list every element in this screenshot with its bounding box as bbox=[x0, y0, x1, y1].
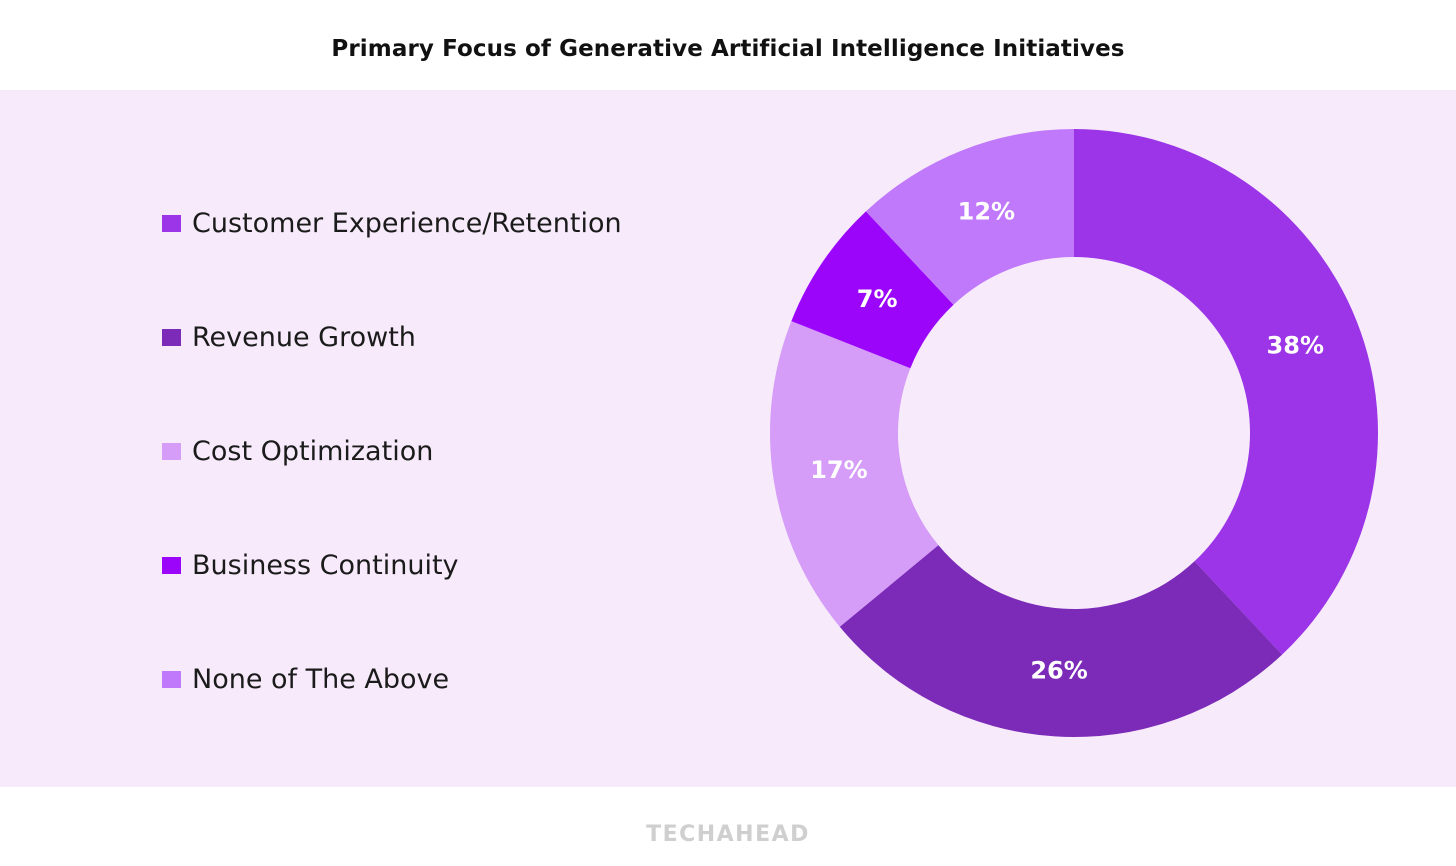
slice-label-revenue-growth: 26% bbox=[1030, 657, 1087, 685]
slice-none-of-the-above bbox=[865, 129, 1074, 305]
slice-label-customer-experience: 38% bbox=[1267, 331, 1324, 359]
legend-swatch-revenue-growth bbox=[162, 329, 181, 346]
legend-item-none-of-the-above: None of The Above bbox=[162, 666, 449, 693]
legend-label-customer-experience: Customer Experience/Retention bbox=[192, 208, 622, 239]
donut-chart: 38% 26% 17% 7% 12% bbox=[770, 129, 1378, 737]
legend-label-cost-optimization: Cost Optimization bbox=[192, 436, 434, 467]
slice-label-business-continuity: 7% bbox=[857, 285, 898, 313]
legend-label-business-continuity: Business Continuity bbox=[192, 550, 459, 581]
slice-customer-experience bbox=[1074, 129, 1378, 655]
slice-revenue-growth bbox=[839, 545, 1283, 737]
legend-swatch-business-continuity bbox=[162, 557, 181, 574]
legend-item-customer-experience: Customer Experience/Retention bbox=[162, 210, 622, 237]
legend-swatch-none-of-the-above bbox=[162, 671, 181, 688]
chart-panel: Customer Experience/Retention Revenue Gr… bbox=[0, 90, 1456, 787]
legend-item-cost-optimization: Cost Optimization bbox=[162, 438, 433, 465]
legend-item-revenue-growth: Revenue Growth bbox=[162, 324, 416, 351]
legend-label-none-of-the-above: None of The Above bbox=[192, 664, 450, 695]
slice-label-cost-optimization: 17% bbox=[810, 456, 867, 484]
brand-logo: TECHAHEAD bbox=[646, 822, 810, 847]
legend-swatch-customer-experience bbox=[162, 215, 181, 232]
chart-title: Primary Focus of Generative Artificial I… bbox=[331, 36, 1125, 62]
legend-label-revenue-growth: Revenue Growth bbox=[192, 322, 416, 353]
legend-swatch-cost-optimization bbox=[162, 443, 181, 460]
slice-business-continuity bbox=[791, 211, 954, 369]
slice-label-none-of-the-above: 12% bbox=[958, 198, 1015, 226]
legend-item-business-continuity: Business Continuity bbox=[162, 552, 459, 579]
slice-cost-optimization bbox=[770, 321, 939, 627]
